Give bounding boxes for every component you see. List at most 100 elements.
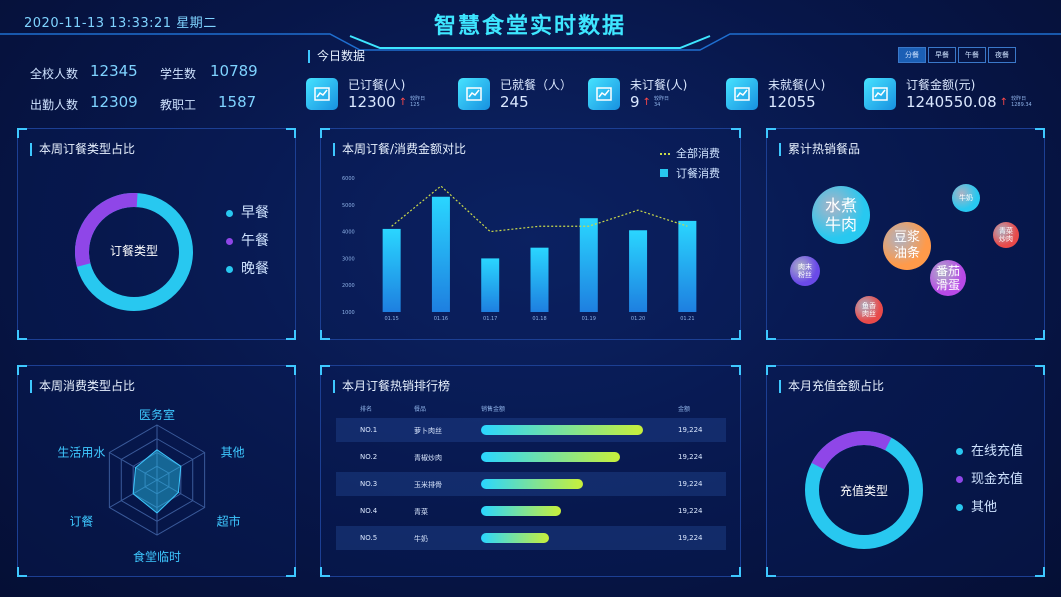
chart-icon [726, 77, 758, 110]
arrow-up-icon: ↑ [642, 96, 651, 108]
donut-center-label: 订餐类型 [109, 244, 158, 258]
dish-bubble[interactable]: 豆浆 油条 [883, 222, 931, 270]
stat-value-attendance: 12309 [90, 93, 138, 111]
radar-axis-label: 订餐 [69, 514, 93, 529]
rank-cell: NO.1 [360, 426, 378, 434]
kpi-sub: 较昨日 125 [410, 96, 426, 108]
radar-area [132, 449, 182, 514]
kpi-label: 已订餐(人) [348, 78, 406, 92]
radar-axis-label: 其他 [221, 446, 245, 460]
dish-bubble[interactable]: 番茄 滑蛋 [930, 260, 966, 296]
dish-cell: 玉米排骨 [414, 481, 442, 489]
panel-title: 本月订餐热销排行榜 [333, 380, 450, 393]
y-tick-label: 2000 [342, 283, 355, 289]
x-tick-label: 01.15 [384, 316, 398, 322]
dish-cell: 萝卜肉丝 [414, 427, 442, 435]
legend-item-other: 其他 [956, 494, 1023, 522]
legend-item-dinner: 晚餐 [226, 255, 269, 283]
dish-bubble[interactable]: 牛奶 [952, 184, 980, 212]
arrow-up-icon: ↑ [398, 96, 408, 108]
radar-axis [109, 452, 158, 481]
tab-all[interactable]: 分餐 [898, 47, 926, 63]
kpi-label: 订餐金额(元) [906, 78, 976, 92]
arrow-up-icon: ↑ [999, 96, 1009, 108]
order-type-legend: 早餐 午餐 晚餐 [226, 199, 269, 283]
sales-progress-bar [481, 452, 620, 462]
legend-item-online: 在线充值 [956, 438, 1023, 466]
kpi-card: 未订餐(人) 9 ↑ 较昨日 34 [588, 76, 687, 111]
chart-icon [588, 77, 620, 110]
col-header-rank: 排名 [360, 406, 373, 413]
col-header-amount: 金额 [678, 406, 691, 413]
sales-progress-bar [481, 479, 583, 489]
stat-value-students: 10789 [210, 62, 258, 80]
stat-label-students: 学生数 [160, 67, 197, 81]
kpi-value: 245 [500, 93, 529, 111]
y-tick-label: 5000 [342, 203, 355, 209]
panel-title: 累计热销餐品 [779, 143, 860, 156]
panel-title: 本周消费类型占比 [30, 380, 135, 393]
kpi-sub: 较昨日 1289.34 [1011, 96, 1032, 108]
legend-order-consume: 订餐消费 [660, 164, 720, 184]
tab-breakfast[interactable]: 早餐 [928, 47, 956, 63]
kpi-card: 订餐金额(元) 1240550.08 ↑ 较昨日 1289.34 [864, 76, 1033, 111]
dish-bubble[interactable]: 肉末 粉丝 [790, 256, 820, 286]
table-row[interactable]: NO.3 玉米排骨 19,224 [336, 472, 726, 496]
recharge-legend: 在线充值 现金充值 其他 [956, 438, 1023, 522]
x-tick-label: 01.16 [434, 316, 448, 322]
col-header-sales: 销售金额 [481, 406, 506, 413]
header-frame [0, 33, 1061, 51]
table-row[interactable]: NO.2 青椒炒肉 19,224 [336, 445, 726, 469]
kpi-label: 未订餐(人) [630, 78, 688, 92]
y-tick-label: 6000 [342, 176, 355, 182]
bar [530, 247, 549, 312]
rank-cell: NO.2 [360, 453, 378, 461]
dish-bubble[interactable]: 水煮 牛肉 [812, 186, 870, 244]
kpi-value: 9 [630, 93, 640, 111]
sales-progress-bar [481, 506, 561, 516]
stat-label-attendance: 出勤人数 [30, 98, 79, 112]
bar [382, 228, 401, 312]
amount-cell: 19,224 [678, 480, 703, 488]
chart-icon [458, 77, 490, 110]
col-header-dish: 餐品 [414, 406, 427, 413]
week-bar-chart: 6000 5000 4000 3000 2000 1000 01.15 01.16 01.17 0… [342, 176, 697, 322]
legend-item-breakfast: 早餐 [226, 199, 269, 227]
legend-item-cash: 现金充值 [956, 466, 1023, 494]
table-row[interactable]: NO.5 牛奶 19,224 [336, 526, 726, 550]
sales-progress-bar [481, 425, 643, 435]
x-tick-label: 01.17 [483, 316, 497, 322]
kpi-value: 12300 [348, 93, 396, 111]
dish-bubble[interactable]: 青菜 炒肉 [993, 222, 1019, 248]
donut-center-label: 充值类型 [839, 484, 888, 498]
kpi-label: 已就餐（人） [500, 78, 573, 92]
kpi-value: 1240550.08 [906, 93, 997, 111]
meal-tabs: 分餐 早餐 午餐 夜餐 [898, 47, 1016, 63]
today-title: 今日数据 [308, 50, 365, 63]
tab-dinner[interactable]: 夜餐 [988, 47, 1016, 63]
stat-label-staff: 教职工 [160, 98, 197, 112]
week-legend: 全部消费 订餐消费 [660, 144, 720, 184]
rank-cell: NO.5 [360, 534, 378, 542]
radar-axis-label: 超市 [217, 514, 241, 529]
panel-title: 本周订餐类型占比 [30, 143, 135, 156]
y-tick-label: 4000 [342, 230, 355, 236]
rank-cell: NO.3 [360, 480, 378, 488]
y-tick-label: 1000 [342, 310, 355, 316]
tab-lunch[interactable]: 午餐 [958, 47, 986, 63]
panel-title: 本月充值金额占比 [779, 380, 884, 393]
x-tick-label: 01.21 [680, 316, 694, 322]
dish-bubble[interactable]: 鱼香 肉丝 [855, 296, 883, 324]
radar-axis-label: 医务室 [139, 407, 175, 422]
legend-item-lunch: 午餐 [226, 227, 269, 255]
legend-all-consume: 全部消费 [660, 144, 720, 164]
datetime: 2020-11-13 13:33:21 星期二 [24, 16, 217, 31]
amount-cell: 19,224 [678, 507, 703, 515]
table-row[interactable]: NO.4 青菜 19,224 [336, 499, 726, 523]
panel-title: 本周订餐/消费金额对比 [333, 143, 466, 156]
bar [481, 258, 500, 312]
table-row[interactable]: NO.1 萝卜肉丝 19,224 [336, 418, 726, 442]
x-tick-label: 01.19 [582, 316, 596, 322]
chart-icon [306, 77, 338, 110]
